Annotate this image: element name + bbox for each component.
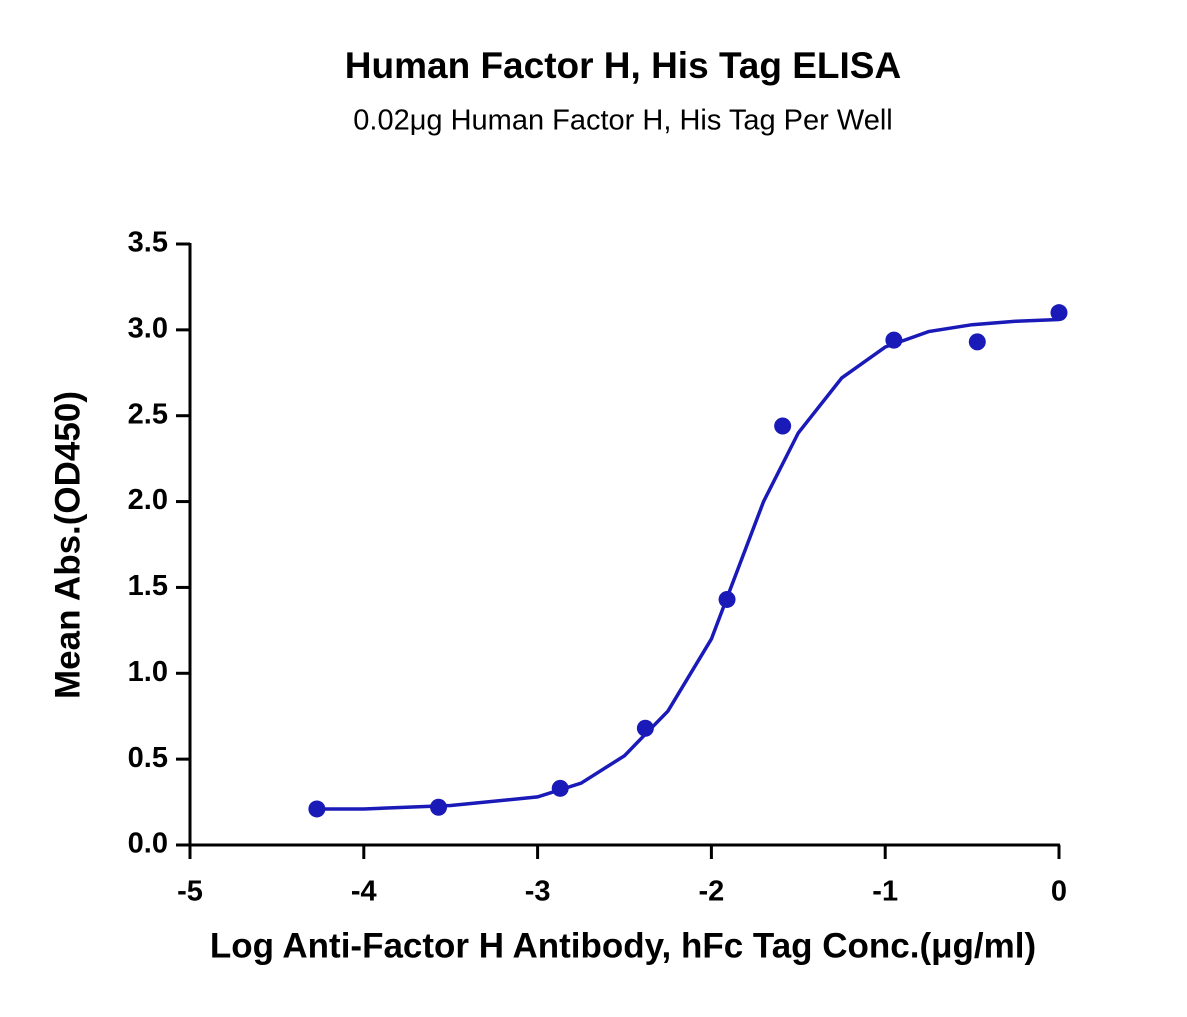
y-tick-label: 1.5 (128, 570, 168, 602)
y-tick-label: 3.5 (128, 227, 168, 259)
y-tick-label: 0.5 (128, 742, 168, 774)
y-tick-label: 3.0 (128, 313, 168, 345)
x-tick-label: 0 (1051, 876, 1067, 908)
x-tick-label: -4 (351, 876, 377, 908)
x-tick-label: -3 (525, 876, 551, 908)
fit-curve (316, 317, 1060, 811)
y-axis-label: Mean Abs.(OD450) (48, 391, 87, 699)
data-point (636, 719, 654, 737)
data-point (551, 779, 569, 797)
y-tick-label: 2.5 (128, 398, 168, 430)
chart-subtitle: 0.02μg Human Factor H, His Tag Per Well (353, 105, 892, 137)
y-tick-label: 0.0 (128, 828, 168, 860)
data-point (885, 331, 903, 349)
y-tick-label: 1.0 (128, 656, 168, 688)
x-tick-label: -1 (872, 876, 898, 908)
y-tick-label: 2.0 (128, 484, 168, 516)
x-tick-label: -2 (699, 876, 725, 908)
data-point (1050, 304, 1068, 322)
data-point (308, 800, 326, 818)
chart-title: Human Factor H, His Tag ELISA (345, 45, 901, 86)
x-axis-label: Log Anti-Factor H Antibody, hFc Tag Conc… (210, 926, 1036, 965)
data-point (774, 417, 792, 435)
data-point (430, 798, 448, 816)
data-point (718, 590, 736, 608)
data-point (968, 333, 986, 351)
x-tick-label: -5 (177, 876, 203, 908)
